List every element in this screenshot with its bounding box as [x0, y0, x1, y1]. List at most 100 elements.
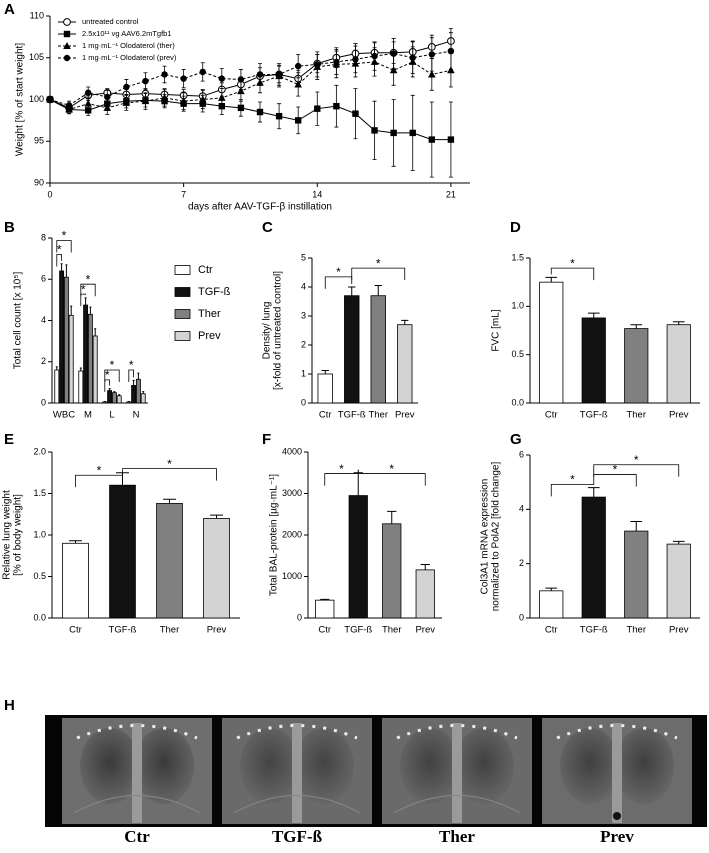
x-tick-label: Prev — [395, 410, 415, 421]
x-tick-label: Ctr — [318, 625, 331, 636]
significance-label: * — [339, 462, 344, 476]
bar — [141, 394, 145, 403]
x-tick-label: Ctr — [319, 410, 332, 421]
bar — [540, 282, 563, 403]
marker — [295, 117, 301, 123]
bar — [316, 600, 334, 618]
x-tick-label: 0 — [47, 189, 52, 199]
bar — [349, 496, 367, 618]
legend-label: untreated control — [82, 17, 139, 26]
bar — [582, 318, 605, 403]
y-tick-label: 1.5 — [33, 488, 46, 498]
y-tick-label: 4000 — [282, 446, 302, 456]
y-axis-label: [% of body weight] — [13, 494, 24, 576]
y-tick-label: 0.0 — [33, 612, 46, 622]
legend-swatch — [175, 288, 190, 297]
significance-label: * — [57, 243, 62, 257]
bar — [112, 393, 116, 403]
y-tick-label: 3 — [301, 310, 306, 320]
significance-label: * — [389, 462, 394, 476]
panel-label: G — [510, 431, 522, 448]
bar — [103, 402, 107, 403]
x-tick-label: 7 — [181, 189, 186, 199]
legend-label: TGF-ß — [198, 286, 231, 298]
y-tick-label: 2 — [301, 339, 306, 349]
marker — [276, 113, 282, 119]
significance-label: * — [376, 256, 381, 270]
error-bar — [354, 473, 363, 496]
bar — [64, 277, 68, 403]
y-tick-label: 110 — [30, 10, 44, 20]
marker — [410, 130, 416, 136]
marker — [238, 76, 244, 82]
bar — [132, 385, 136, 403]
panel-label: H — [4, 697, 15, 714]
error-bar — [421, 564, 430, 569]
x-tick-label: TGF-ß — [580, 625, 608, 636]
bar — [625, 329, 648, 403]
marker — [429, 51, 435, 57]
significance-label: * — [336, 265, 341, 279]
legend-label: Ctr — [198, 264, 213, 276]
panel-label: A — [4, 1, 15, 18]
error-bar — [61, 264, 63, 271]
y-axis-label: Density/ lung — [262, 302, 273, 360]
bar — [88, 314, 92, 403]
image-caption: Ther — [439, 827, 475, 846]
x-tick-label: Prev — [669, 410, 689, 421]
y-axis-label: FVC [mL] — [491, 309, 502, 351]
y-tick-label: 0 — [519, 612, 524, 622]
x-tick-label: Ther — [626, 410, 646, 421]
legend-marker — [64, 55, 70, 61]
marker — [276, 71, 282, 77]
marker — [257, 109, 263, 115]
marker — [390, 50, 396, 56]
bar — [397, 325, 412, 403]
y-axis-label: Weight [% of start weight] — [15, 43, 26, 156]
x-tick-label: L — [109, 410, 114, 421]
bar — [55, 370, 59, 403]
x-tick-label: Ther — [368, 410, 388, 421]
y-tick-label: 1000 — [282, 571, 302, 581]
marker — [219, 75, 225, 81]
x-tick-label: 21 — [446, 189, 456, 199]
significance-label: * — [129, 358, 134, 372]
y-tick-label: 8 — [41, 232, 46, 242]
y-tick-label: 95 — [34, 136, 44, 146]
x-tick-label: Prev — [415, 625, 435, 636]
bar — [93, 336, 97, 403]
error-bar — [56, 367, 58, 370]
image-caption: TGF-ß — [272, 827, 323, 846]
x-tick-label: TGF-ß — [344, 625, 372, 636]
error-bar — [89, 307, 91, 314]
marker — [295, 63, 301, 69]
marker — [85, 90, 91, 96]
image-caption: Prev — [600, 827, 634, 846]
marker — [66, 102, 72, 108]
y-tick-label: 1.0 — [33, 529, 46, 539]
y-tick-label: 4 — [301, 281, 306, 291]
ct-image — [222, 718, 372, 824]
y-tick-label: 0 — [41, 397, 46, 407]
x-tick-label: 14 — [312, 189, 322, 199]
error-bar — [137, 373, 139, 379]
significance-label: * — [167, 457, 172, 471]
y-tick-label: 2.0 — [33, 446, 46, 456]
error-bar — [673, 541, 685, 544]
y-axis-label: Total BAL-protein [µg·mL⁻¹] — [269, 474, 280, 596]
y-tick-label: 0 — [301, 397, 306, 407]
x-tick-label: Ther — [160, 625, 180, 636]
significance-label: * — [570, 473, 575, 487]
error-bar — [65, 265, 67, 277]
x-tick-label: N — [133, 410, 140, 421]
significance-label: * — [86, 272, 91, 286]
marker — [47, 96, 53, 102]
error-bar — [85, 298, 87, 305]
error-bar — [80, 368, 82, 371]
y-tick-label: 6 — [41, 274, 46, 284]
marker — [314, 61, 320, 67]
marker — [410, 55, 416, 61]
ct-image — [382, 718, 532, 824]
x-tick-label: WBC — [53, 410, 75, 421]
marker — [390, 130, 396, 136]
